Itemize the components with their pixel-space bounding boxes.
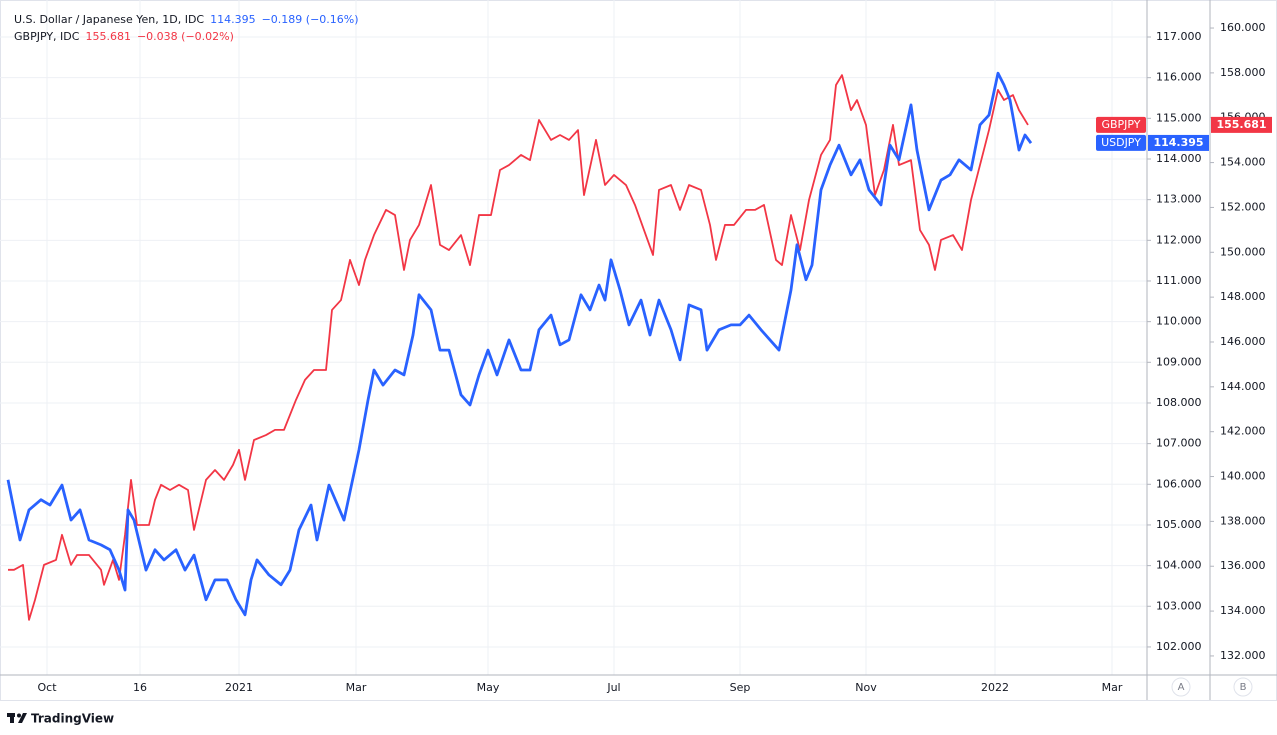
series-name-badge <box>1096 116 1146 133</box>
y-tick-label: 116.000 <box>1156 71 1202 84</box>
scale-button-label: B <box>1240 682 1247 693</box>
y2-tick-label: 152.000 <box>1220 200 1266 213</box>
x-tick-label: 2022 <box>981 681 1009 694</box>
last-value-badge-text: 114.395 <box>1153 136 1203 149</box>
logo-part <box>18 713 27 723</box>
y-tick-label: 113.000 <box>1156 193 1202 206</box>
y-tick-label: 117.000 <box>1156 30 1202 43</box>
last-value-badge-text: 155.681 <box>1216 118 1266 131</box>
series-line <box>8 74 1029 621</box>
legend-title: GBPJPY, IDC <box>14 30 80 43</box>
x-tick-label: Nov <box>855 681 877 694</box>
x-tick-label: May <box>477 681 500 694</box>
x-tick-label: Oct <box>37 681 57 694</box>
legend-last: 155.681 <box>85 30 131 43</box>
last-value-badges: USDJPY 114.395 GBPJPY 155.681 <box>1096 116 1272 151</box>
y2-tick-label: 132.000 <box>1220 649 1266 662</box>
legend-change: −0.038 (−0.02%) <box>137 30 234 43</box>
scale-button-circle <box>1233 677 1253 697</box>
y-tick-label: 115.000 <box>1156 111 1202 124</box>
x-tick-label: Jul <box>606 681 620 694</box>
y2-tick-label: 138.000 <box>1220 514 1266 527</box>
y-tick-label: 108.000 <box>1156 396 1202 409</box>
legend-change: −0.189 (−0.16%) <box>262 13 359 26</box>
scale-button-label: A <box>1178 682 1185 693</box>
scale-button-circle <box>1171 677 1191 697</box>
series-name-badge-text: USDJPY <box>1101 136 1141 149</box>
y-tick-label: 107.000 <box>1156 437 1202 450</box>
y2-tick-label: 144.000 <box>1220 380 1266 393</box>
legend-entry: U.S. Dollar / Japanese Yen, 1D, IDC 114.3… <box>14 13 359 26</box>
last-value-badge <box>1211 116 1272 133</box>
y-tick-label: 111.000 <box>1156 274 1202 287</box>
x-tick-label: 16 <box>133 681 147 694</box>
logo-part <box>17 713 21 718</box>
y2-tick-label: 146.000 <box>1220 335 1266 348</box>
x-tick-label: 2021 <box>225 681 253 694</box>
y-tick-label: 114.000 <box>1156 152 1202 165</box>
legend: U.S. Dollar / Japanese Yen, 1D, IDC 114.3… <box>14 13 359 43</box>
y2-tick-label: 140.000 <box>1220 470 1266 483</box>
series-line <box>6 71 1033 617</box>
y2-tick-label: 148.000 <box>1220 290 1266 303</box>
scale-button[interactable]: B <box>1233 677 1253 697</box>
y2-tick-label: 154.000 <box>1220 156 1266 169</box>
series-name-badge <box>1096 134 1146 151</box>
brand-logo <box>7 713 27 723</box>
scale-button[interactable]: A <box>1171 677 1191 697</box>
chart-frame <box>0 0 1277 701</box>
y-tick-label: 105.000 <box>1156 518 1202 531</box>
legend-title: U.S. Dollar / Japanese Yen, 1D, IDC <box>14 13 204 26</box>
x-tick-label: Sep <box>730 681 751 694</box>
y-tick-label: 112.000 <box>1156 233 1202 246</box>
grid <box>0 0 1147 675</box>
plot <box>6 71 1033 621</box>
y-tick-label: 106.000 <box>1156 477 1202 490</box>
y-tick-label: 104.000 <box>1156 559 1202 572</box>
y2-tick-label: 134.000 <box>1220 604 1266 617</box>
y-tick-label: 110.000 <box>1156 315 1202 328</box>
x-tick-label: Mar <box>346 681 367 694</box>
legend-last: 114.395 <box>210 13 256 26</box>
x-tick-label: Mar <box>1102 681 1123 694</box>
y2-tick-label: 158.000 <box>1220 66 1266 79</box>
brand-name: TradingView <box>31 712 114 726</box>
y-tick-label: 102.000 <box>1156 640 1202 653</box>
y-tick-label: 109.000 <box>1156 355 1202 368</box>
y2-tick-label: 136.000 <box>1220 559 1266 572</box>
y-tick-label: 103.000 <box>1156 599 1202 612</box>
last-value-badge <box>1148 134 1209 151</box>
y2-tick-label: 142.000 <box>1220 425 1266 438</box>
y2-tick-label: 150.000 <box>1220 245 1266 258</box>
logo-part <box>10 713 14 723</box>
series-name-badge-text: GBPJPY <box>1101 118 1140 131</box>
y2-tick-label: 160.000 <box>1220 21 1266 34</box>
legend-entry: GBPJPY, IDC 155.681 −0.038 (−0.02%) <box>14 30 234 43</box>
